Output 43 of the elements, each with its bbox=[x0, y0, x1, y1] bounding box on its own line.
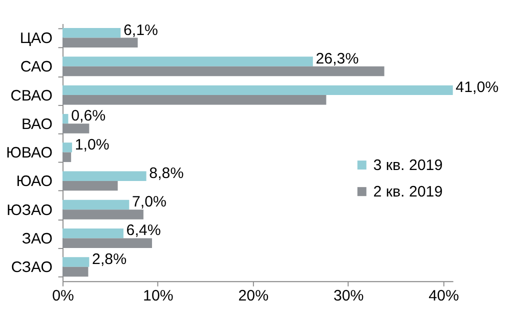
data-label: 0,6% bbox=[71, 108, 106, 125]
y-tick-label: СВАО bbox=[10, 87, 53, 104]
bar bbox=[62, 210, 144, 220]
y-tick-label: ВАО bbox=[21, 116, 53, 133]
legend-label: 2 кв. 2019 bbox=[373, 183, 443, 200]
x-tick-label: 30% bbox=[333, 288, 364, 305]
bar bbox=[62, 114, 68, 124]
y-tick-label: ЦАО bbox=[20, 30, 53, 47]
bar bbox=[62, 95, 326, 105]
y-tick-label: САО bbox=[20, 58, 53, 76]
bar bbox=[62, 56, 313, 66]
bar bbox=[62, 66, 384, 76]
bar bbox=[62, 171, 146, 181]
data-label: 6,1% bbox=[123, 22, 158, 39]
legend-label: 3 кв. 2019 bbox=[373, 156, 443, 174]
bar bbox=[62, 142, 72, 152]
y-tick-label: ЗАО bbox=[22, 230, 53, 248]
bar bbox=[62, 238, 152, 248]
data-label: 26,3% bbox=[316, 50, 359, 68]
y-tick-label: ЮАО bbox=[16, 173, 53, 190]
x-tick-label: 20% bbox=[238, 288, 269, 305]
x-tick-label: 40% bbox=[428, 288, 459, 305]
bar bbox=[62, 28, 121, 38]
data-label: 41,0% bbox=[456, 79, 499, 96]
data-label: 1,0% bbox=[74, 136, 110, 154]
y-tick-label: ЮЗАО bbox=[6, 202, 53, 219]
bar bbox=[62, 266, 88, 277]
x-tick-label: 0% bbox=[52, 288, 74, 305]
data-label: 6,4% bbox=[126, 222, 161, 240]
bar bbox=[62, 152, 72, 162]
data-label: 7,0% bbox=[132, 194, 167, 211]
bar bbox=[62, 228, 124, 238]
y-tick-label: СЗАО bbox=[11, 259, 53, 276]
bar bbox=[62, 124, 90, 134]
bar bbox=[62, 38, 138, 48]
bar bbox=[62, 257, 90, 267]
data-label: 8,8% bbox=[149, 164, 184, 182]
bar bbox=[62, 200, 130, 210]
x-tick-label: 10% bbox=[143, 288, 174, 305]
data-label: 2,8% bbox=[92, 250, 127, 268]
bar bbox=[62, 85, 453, 96]
y-tick-label: ЮВАО bbox=[6, 144, 53, 162]
bar bbox=[62, 180, 118, 191]
